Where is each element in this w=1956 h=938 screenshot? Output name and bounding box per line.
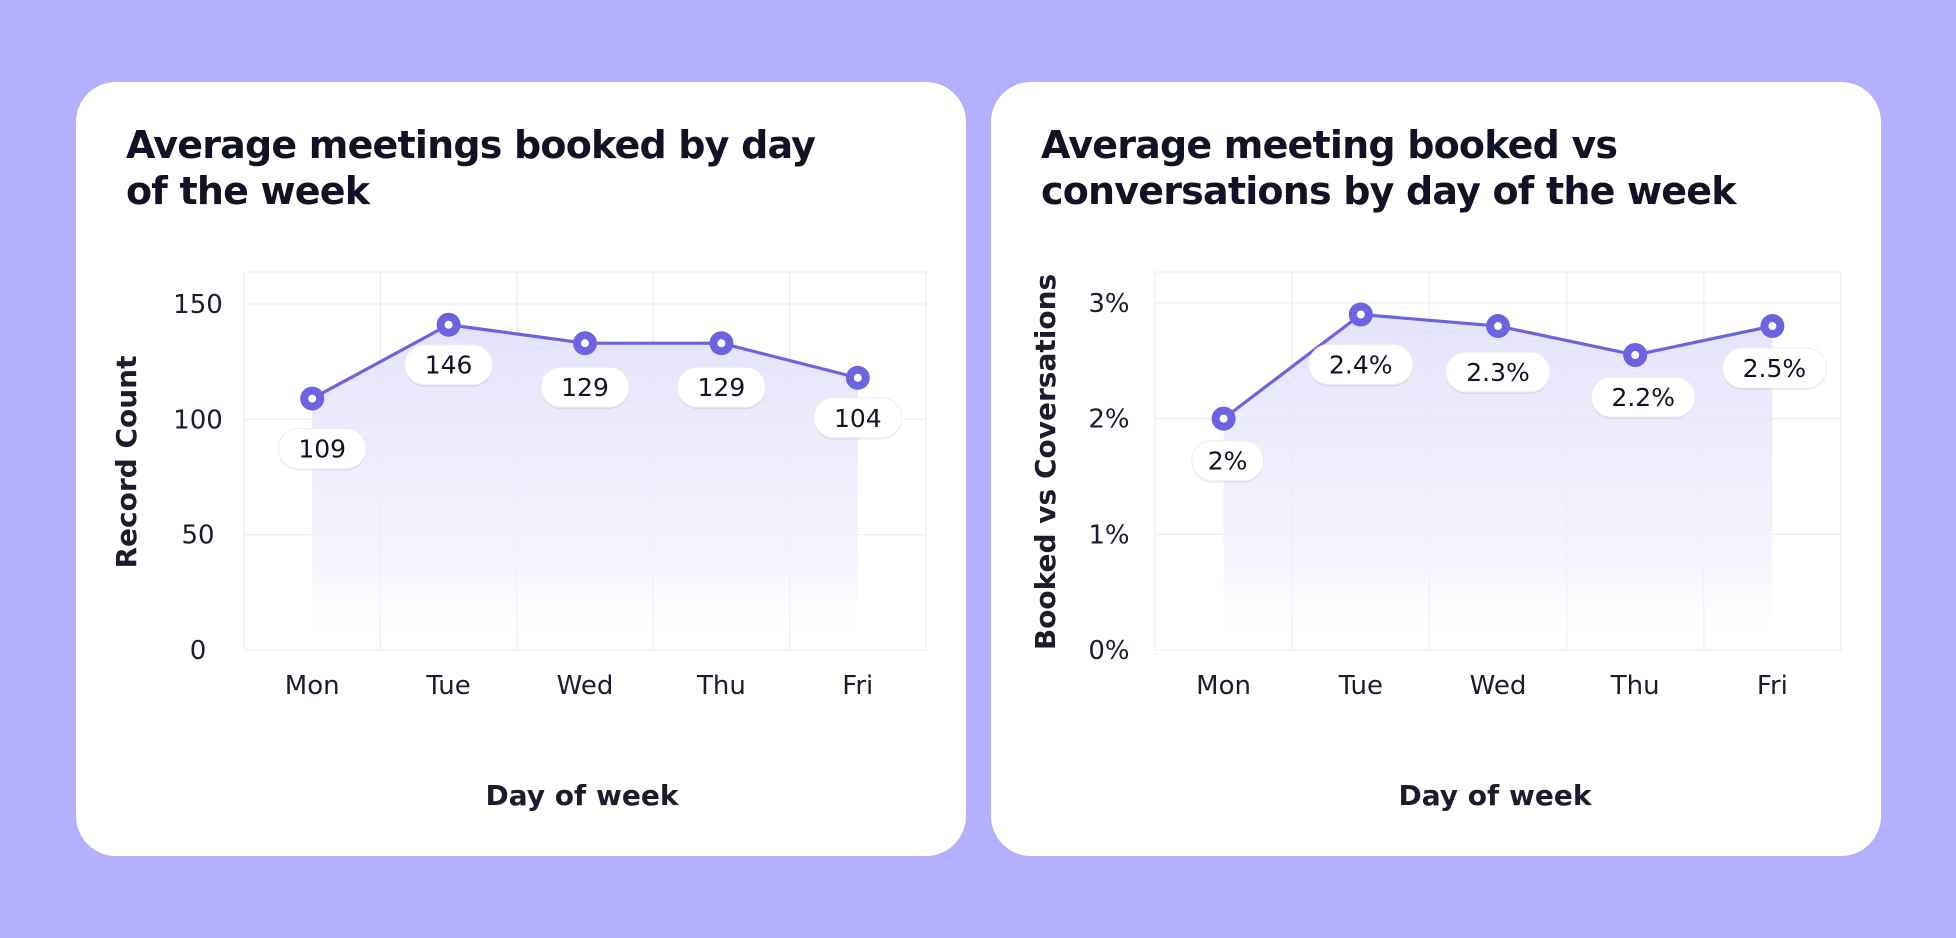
- x-tick-label: Wed: [1470, 671, 1527, 701]
- data-point: [709, 331, 734, 356]
- y-tick-label: 1%: [1088, 520, 1129, 550]
- data-label-pill: [1308, 343, 1414, 385]
- data-label-text: 2%: [1208, 447, 1248, 476]
- data-label-pill: [813, 397, 903, 439]
- y-tick-label: 0%: [1088, 636, 1129, 666]
- data-point: [1623, 342, 1648, 367]
- data-point-center: [444, 320, 453, 329]
- data-label-pill: [676, 366, 766, 408]
- booked-vs-conversations-chart: 0% 1% 2% 3% Mon Tue Wed Thu Fri Day of week Booked…: [1029, 271, 1842, 812]
- y-tick-label: 3%: [1088, 289, 1129, 319]
- x-tick-label: Fri: [1757, 671, 1788, 701]
- data-label-text: 2.3%: [1466, 358, 1530, 387]
- y-tick-label: 150: [173, 290, 223, 320]
- data-label: 2.4%: [1308, 343, 1414, 387]
- y-axis-title: Booked vs Coversations: [1029, 274, 1062, 650]
- x-axis-title: Day of week: [1399, 779, 1593, 812]
- data-label-pill: [1721, 347, 1827, 389]
- x-tick-label: Tue: [425, 671, 470, 701]
- data-point: [300, 386, 325, 411]
- x-axis-title: Day of week: [486, 779, 680, 812]
- data-point-center: [1494, 322, 1502, 331]
- data-point: [1486, 314, 1510, 339]
- x-tick-label: Mon: [285, 671, 340, 701]
- data-label: 129: [676, 366, 766, 410]
- data-label-text: 109: [298, 435, 346, 464]
- data-label: 2.2%: [1590, 376, 1696, 419]
- data-label-text: 129: [698, 373, 746, 402]
- data-point-center: [308, 394, 317, 403]
- data-point-center: [581, 339, 589, 348]
- data-label-pill: [1445, 351, 1551, 393]
- y-axis-title: Record Count: [110, 355, 143, 568]
- data-point-center: [717, 339, 726, 348]
- chart-title: Average meetings booked by day of the we…: [126, 123, 816, 213]
- data-point: [436, 312, 461, 337]
- data-point-center: [1219, 414, 1228, 423]
- data-point: [573, 331, 597, 356]
- meetings-booked-chart: 0 50 100 150 Mon Tue Wed Thu Fri Day of week Recor…: [110, 271, 927, 812]
- data-label-text: 129: [561, 373, 609, 402]
- data-label: 109: [277, 428, 367, 471]
- data-point: [845, 365, 870, 390]
- x-tick-label: Fri: [842, 671, 873, 701]
- x-tick-label: Tue: [1338, 671, 1383, 701]
- data-point-center: [853, 373, 862, 382]
- data-label: 2%: [1191, 440, 1265, 483]
- x-tick-label: Mon: [1196, 671, 1251, 701]
- data-label-text: 2.5%: [1743, 354, 1807, 383]
- data-label: 146: [404, 344, 494, 387]
- y-tick-label: 100: [173, 405, 223, 435]
- data-label-pill: [404, 344, 494, 386]
- data-point-center: [1356, 310, 1365, 319]
- data-point: [1348, 302, 1373, 327]
- data-label-text: 2.4%: [1329, 350, 1393, 379]
- data-point: [1760, 314, 1785, 339]
- x-tick-label: Wed: [557, 671, 614, 701]
- x-tick-label: Thu: [1610, 671, 1660, 701]
- booked-vs-conversations-card: Average meeting booked vs conversations …: [991, 82, 1881, 856]
- data-label: 104: [813, 397, 903, 440]
- data-label-pill: [1191, 440, 1265, 482]
- meetings-booked-card: Average meetings booked by day of the we…: [76, 82, 966, 856]
- data-label: 2.3%: [1445, 351, 1551, 395]
- y-tick-label: 50: [181, 521, 214, 551]
- data-label-text: 104: [834, 404, 882, 433]
- y-tick-label: 0: [190, 636, 207, 666]
- y-tick-label: 2%: [1088, 405, 1129, 435]
- data-label: 129: [540, 366, 630, 410]
- data-point-center: [1631, 350, 1640, 359]
- data-label-pill: [277, 428, 367, 470]
- data-label: 2.5%: [1721, 347, 1827, 391]
- data-label-text: 146: [425, 351, 473, 380]
- chart-title: Average meeting booked vs conversations …: [1041, 123, 1737, 213]
- data-label-pill: [540, 366, 630, 408]
- data-label-text: 2.2%: [1611, 383, 1675, 412]
- data-label-pill: [1590, 376, 1696, 418]
- data-point-center: [1768, 322, 1777, 331]
- data-point: [1211, 406, 1236, 431]
- x-tick-label: Thu: [696, 671, 746, 701]
